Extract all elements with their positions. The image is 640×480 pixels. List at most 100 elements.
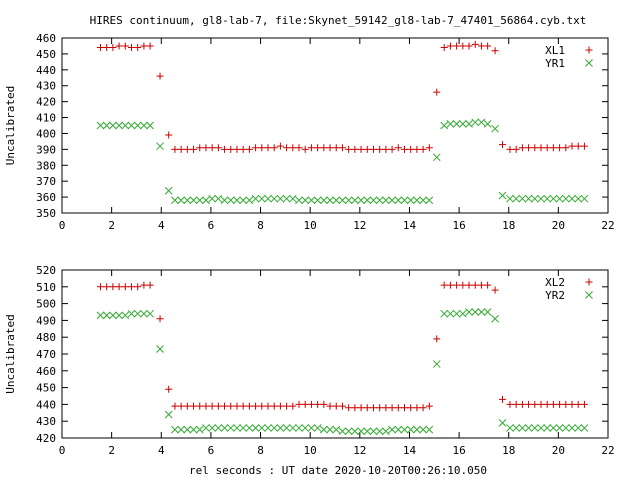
data-point-YR1 [388, 196, 396, 205]
data-point-XL2 [484, 281, 492, 289]
data-point-YR1 [226, 196, 235, 205]
data-point-YR1 [471, 118, 480, 127]
data-point-YR1 [127, 121, 136, 130]
data-point-XL1 [134, 44, 142, 52]
data-point-YR1 [574, 194, 583, 203]
data-point-XL1 [289, 144, 297, 152]
data-point-YR2 [458, 309, 467, 318]
data-point-XL2 [190, 402, 198, 410]
x-tick-label: 14 [403, 219, 417, 232]
data-point-YR2 [239, 424, 248, 432]
data-point-XL1 [233, 145, 241, 153]
data-point-YR1 [357, 196, 365, 205]
x-tick-label: 20 [552, 444, 565, 457]
data-point-XL2 [419, 404, 427, 412]
data-point-XL1 [537, 144, 545, 152]
data-point-XL2 [388, 404, 396, 412]
x-tick-label: 12 [353, 219, 366, 232]
data-point-XL2 [363, 404, 371, 412]
data-point-YR1 [214, 194, 223, 203]
data-point-YR2 [388, 425, 396, 434]
data-point-XL2 [512, 400, 520, 408]
data-point-XL1 [518, 144, 526, 152]
y-tick-label: 370 [36, 175, 56, 188]
series-XL1 [96, 40, 588, 153]
data-point-YR1 [295, 196, 303, 205]
data-point-XL2 [115, 283, 123, 291]
legend-label: XL1 [545, 44, 565, 57]
data-point-YR2 [288, 424, 297, 432]
data-point-YR1 [115, 121, 123, 130]
data-point-XL1 [506, 145, 514, 153]
x-tick-label: 0 [59, 219, 66, 232]
data-point-YR1 [257, 194, 266, 203]
data-point-YR1 [458, 120, 467, 128]
data-point-XL1 [525, 144, 533, 152]
data-point-XL1 [400, 145, 408, 153]
data-point-XL2 [283, 402, 291, 410]
y-tick-label: 400 [36, 127, 56, 140]
data-point-YR2 [102, 311, 111, 320]
data-point-XL1 [433, 88, 441, 96]
data-point-XL2 [506, 400, 514, 408]
data-point-YR1 [96, 121, 105, 130]
data-point-YR1 [394, 196, 403, 205]
data-point-XL1 [202, 144, 210, 152]
data-point-YR1 [369, 196, 378, 205]
data-point-XL1 [109, 44, 117, 52]
data-point-XL2 [183, 402, 191, 410]
y-tick-label: 410 [36, 112, 56, 125]
data-point-YR1 [326, 196, 334, 205]
series-YR1 [96, 118, 589, 205]
data-point-XL2 [556, 400, 564, 408]
data-point-XL2 [221, 402, 229, 410]
data-point-XL1 [345, 145, 353, 153]
data-point-XL2 [295, 400, 303, 408]
data-point-YR2 [419, 425, 427, 434]
data-point-YR1 [568, 194, 576, 203]
data-point-XL1 [320, 144, 328, 152]
x-tick-label: 22 [601, 444, 614, 457]
data-point-YR2 [363, 427, 372, 436]
data-point-XL1 [499, 141, 507, 149]
data-point-YR1 [580, 194, 589, 203]
data-point-YR2 [518, 424, 527, 432]
data-point-YR1 [245, 196, 254, 205]
data-point-XL1 [471, 40, 479, 48]
plot-frame [61, 37, 609, 214]
data-point-XL1 [543, 144, 551, 152]
x-tick-label: 12 [353, 444, 366, 457]
y-tick-label: 430 [36, 415, 56, 428]
data-point-XL1 [301, 145, 309, 153]
data-point-XL1 [208, 144, 216, 152]
data-point-YR2 [406, 425, 415, 434]
data-point-YR2 [555, 424, 564, 432]
x-tick-label: 6 [208, 444, 215, 457]
data-point-YR1 [344, 196, 353, 205]
data-point-YR2 [164, 410, 173, 419]
data-point-YR2 [202, 424, 210, 432]
y-tick-label: 390 [36, 143, 56, 156]
data-point-XL2 [471, 281, 479, 289]
data-point-XL1 [140, 42, 148, 50]
data-point-XL1 [183, 145, 191, 153]
data-point-XL2 [351, 404, 359, 412]
data-point-XL1 [512, 145, 520, 153]
legend-label: YR1 [545, 57, 565, 70]
x-tick-label: 6 [208, 219, 215, 232]
data-point-YR1 [512, 194, 521, 203]
data-point-YR2 [524, 424, 533, 432]
y-tick-label: 380 [36, 159, 56, 172]
data-point-YR2 [301, 424, 310, 432]
data-point-YR2 [146, 309, 154, 318]
data-point-XL2 [289, 402, 297, 410]
data-point-XL1 [245, 145, 253, 153]
y-tick-label: 420 [36, 432, 56, 445]
data-point-YR1 [406, 196, 415, 205]
data-point-YR1 [491, 124, 499, 133]
x-tick-label: 18 [502, 444, 515, 457]
data-point-XL2 [239, 402, 247, 410]
data-point-XL1 [491, 47, 499, 55]
data-point-YR2 [471, 308, 480, 316]
data-point-YR2 [446, 309, 455, 318]
